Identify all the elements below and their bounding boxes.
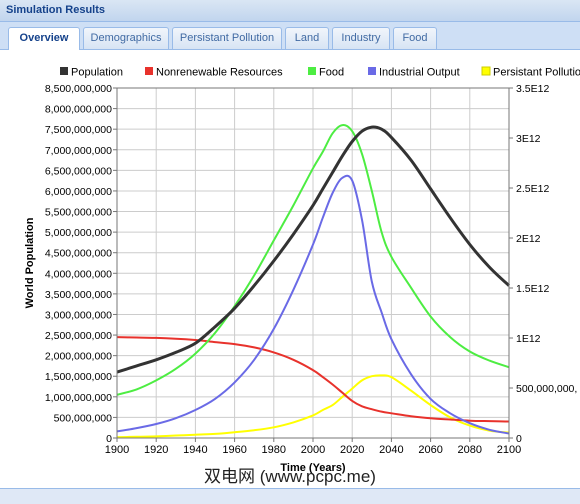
legend-swatch-industrial-output [368, 67, 376, 75]
x-tick-label: 1920 [144, 444, 168, 456]
y-left-tick-label: 6,500,000,000 [45, 165, 112, 177]
x-tick-label: 1900 [105, 444, 129, 456]
y-left-tick-label: 7,500,000,000 [45, 124, 112, 136]
legend-swatch-population [60, 67, 68, 75]
x-tick-label: 1940 [183, 444, 207, 456]
x-tick-label: 2100 [497, 444, 521, 456]
y-left-tick-label: 8,000,000,000 [45, 104, 112, 116]
y-right-tick-label: 3E12 [516, 133, 541, 145]
y-right-tick-label: 3.5E12 [516, 83, 549, 95]
y-axis-left-ticks: 0 500,000,000 1,000,000,000 1,500,000,000 2,… [45, 83, 117, 445]
x-tick-label: 2060 [418, 444, 442, 456]
series-line-industrial-output [116, 174, 510, 435]
tab-persistant-pollution[interactable]: Persistant Pollution [172, 27, 282, 49]
y-left-tick-label: 5,000,000,000 [45, 227, 112, 239]
x-tick-label: 2040 [379, 444, 403, 456]
legend-label-persistant-pollution: Persistant Pollution [493, 67, 580, 79]
y-right-tick-label: 2E12 [516, 233, 541, 245]
y-left-tick-label: 2,000,000,000 [45, 351, 112, 363]
y-axis-right-ticks: 0 500,000,000, 1E12 1.5E12 2E12 2.5E12 3E12 3.5… [509, 83, 577, 445]
y-axis-label: World Population [24, 217, 36, 308]
window-title: Simulation Results [6, 4, 106, 16]
chart-panel: Population Nonrenewable Resources Food Indu… [0, 50, 580, 499]
chart-series-group [116, 124, 511, 439]
x-axis-label: Time (Years) [280, 462, 346, 474]
x-tick-label: 2000 [301, 444, 325, 456]
x-tick-label: 1960 [222, 444, 246, 456]
tab-overview[interactable]: Overview [8, 27, 80, 50]
tab-strip: Overview Demographics Persistant Polluti… [0, 22, 580, 50]
window-titlebar: Simulation Results [0, 0, 580, 22]
chart-legend: Population Nonrenewable Resources Food Indu… [60, 66, 580, 79]
series-line-persistant-pollution [116, 374, 510, 439]
y-right-tick-label: 1E12 [516, 333, 541, 345]
y-left-tick-label: 1,000,000,000 [45, 392, 112, 404]
y-left-tick-label: 3,000,000,000 [45, 309, 112, 321]
y-left-tick-label: 6,000,000,000 [45, 186, 112, 198]
y-right-tick-label: 0 [516, 433, 522, 445]
tab-industry[interactable]: Industry [332, 27, 390, 49]
y-left-tick-label: 7,000,000,000 [45, 145, 112, 157]
y-left-tick-label: 1,500,000,000 [45, 371, 112, 383]
x-tick-label: 2020 [340, 444, 364, 456]
window-bottom-bar [0, 488, 580, 499]
y-left-tick-label: 8,500,000,000 [45, 83, 112, 95]
y-left-tick-label: 2,500,000,000 [45, 330, 112, 342]
series-line-nonrenewable-resources [116, 336, 510, 423]
legend-swatch-persistant-pollution [481, 66, 491, 76]
legend-label-nonrenewable-resources: Nonrenewable Resources [156, 67, 283, 79]
legend-label-industrial-output: Industrial Output [379, 67, 460, 79]
tab-land[interactable]: Land [285, 27, 329, 49]
y-right-tick-label: 1.5E12 [516, 283, 549, 295]
y-right-tick-label: 2.5E12 [516, 183, 549, 195]
legend-swatch-food [308, 67, 316, 75]
y-left-tick-label: 0 [106, 433, 112, 445]
watermark-text: 双电网 (www.pcpc.me) [204, 467, 376, 486]
x-axis-ticks: 1900 1920 1940 1960 1980 2000 2020 2040 2060 2080… [105, 438, 521, 456]
x-tick-label: 2080 [458, 444, 482, 456]
series-line-population [116, 125, 511, 374]
legend-label-food: Food [319, 67, 344, 79]
tab-food[interactable]: Food [393, 27, 437, 49]
y-left-tick-label: 5,500,000,000 [45, 207, 112, 219]
series-line-food [116, 124, 510, 396]
x-tick-label: 1980 [262, 444, 286, 456]
y-left-tick-label: 4,000,000,000 [45, 268, 112, 280]
tab-demographics[interactable]: Demographics [83, 27, 169, 49]
legend-label-population: Population [71, 67, 123, 79]
y-left-tick-label: 500,000,000 [54, 412, 113, 424]
simulation-chart: Population Nonrenewable Resources Food Indu… [24, 66, 580, 486]
legend-swatch-nonrenewable-resources [145, 67, 153, 75]
y-right-tick-label: 500,000,000, [516, 383, 577, 395]
y-left-tick-label: 4,500,000,000 [45, 248, 112, 260]
y-left-tick-label: 3,500,000,000 [45, 289, 112, 301]
